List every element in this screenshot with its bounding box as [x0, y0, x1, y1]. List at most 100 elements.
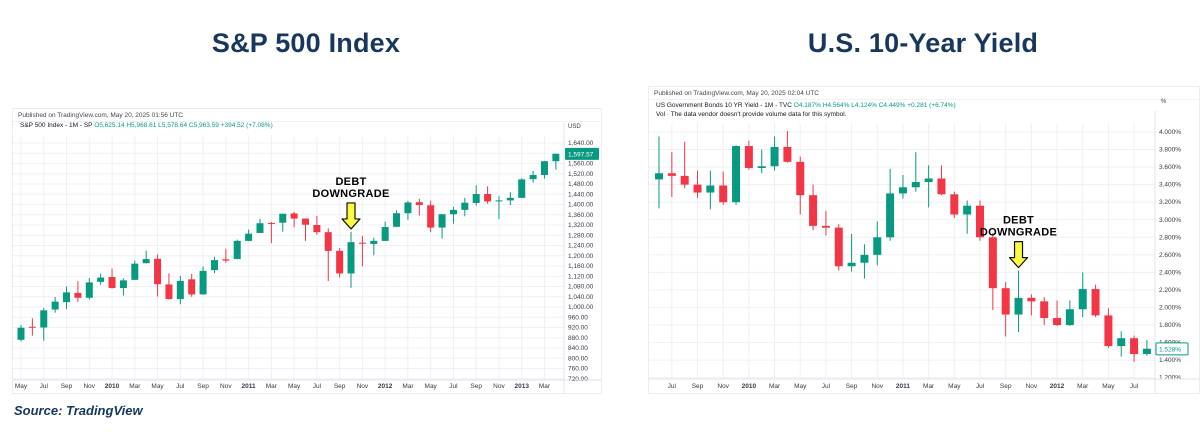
- svg-text:2.200%: 2.200%: [1159, 287, 1181, 294]
- svg-text:Nov: Nov: [493, 383, 505, 390]
- svg-text:Sep: Sep: [692, 383, 704, 390]
- svg-text:1,160.00: 1,160.00: [568, 263, 594, 270]
- symbol-ohlc-line: S&P 500 Index - 1M - SP O5,625.14 H5,968…: [20, 122, 273, 129]
- svg-text:2011: 2011: [896, 383, 910, 390]
- svg-text:4.000%: 4.000%: [1159, 129, 1181, 136]
- svg-text:Jul: Jul: [668, 383, 677, 390]
- svg-text:1,120.00: 1,120.00: [568, 273, 594, 280]
- svg-text:Nov: Nov: [871, 383, 883, 390]
- svg-text:Jul: Jul: [176, 383, 185, 390]
- svg-text:May: May: [1102, 383, 1115, 390]
- svg-text:1,597.57: 1,597.57: [568, 151, 594, 158]
- yield-title: U.S. 10-Year Yield: [807, 28, 1039, 58]
- svg-text:1,480.00: 1,480.00: [568, 181, 594, 188]
- svg-text:3.800%: 3.800%: [1159, 147, 1181, 154]
- svg-text:1,320.00: 1,320.00: [568, 222, 594, 229]
- svg-text:Jul: Jul: [313, 383, 322, 390]
- svg-text:1,240.00: 1,240.00: [568, 243, 594, 250]
- svg-text:1,040.00: 1,040.00: [568, 294, 594, 301]
- svg-text:May: May: [794, 383, 807, 390]
- svg-text:May: May: [288, 383, 301, 390]
- symbol-label: S&P 500 Index - 1M - SP: [20, 122, 93, 129]
- grid: May Jul Sep Nov 2010 Mar May Jul Sep Nov 2011 Mar Ma…: [13, 123, 601, 393]
- svg-text:Sep: Sep: [1000, 383, 1012, 390]
- svg-text:2012: 2012: [378, 383, 393, 390]
- svg-text:1.528%: 1.528%: [1159, 346, 1181, 353]
- candles: [655, 131, 1151, 362]
- source-note: Source: TradingView: [14, 403, 143, 418]
- sp500-title: S&P 500 Index: [211, 28, 401, 58]
- svg-text:3.400%: 3.400%: [1159, 182, 1181, 189]
- svg-text:May: May: [151, 383, 164, 390]
- svg-text:1,640.00: 1,640.00: [568, 140, 594, 147]
- svg-text:2.800%: 2.800%: [1159, 234, 1181, 241]
- svg-text:2010: 2010: [105, 383, 120, 390]
- svg-text:Sep: Sep: [61, 383, 73, 390]
- svg-text:760.00: 760.00: [568, 366, 588, 373]
- svg-text:1,400.00: 1,400.00: [568, 202, 594, 209]
- svg-text:Jul: Jul: [449, 383, 458, 390]
- ohlc-values: O5,625.14 H5,968.61 L5,578.64 C5,963.59 …: [94, 122, 273, 129]
- axis-unit-label: USD: [568, 124, 581, 130]
- candles: [17, 153, 560, 342]
- svg-text:800.00: 800.00: [568, 355, 588, 362]
- yield-candlestick-plot: Jul Sep Nov 2010 Mar May Jul Sep Nov 2011 Mar May Ju…: [649, 111, 1199, 393]
- svg-text:Mar: Mar: [539, 383, 551, 390]
- yield-chart-panel: Published on TradingView.com, May 20, 20…: [648, 86, 1200, 394]
- last-price-badge: 1.528%: [1155, 342, 1189, 356]
- svg-text:Sep: Sep: [470, 383, 482, 390]
- svg-text:2.400%: 2.400%: [1159, 269, 1181, 276]
- svg-text:2.000%: 2.000%: [1159, 305, 1181, 312]
- svg-text:1,560.00: 1,560.00: [568, 161, 594, 168]
- svg-text:Jul: Jul: [976, 383, 985, 390]
- svg-text:920.00: 920.00: [568, 325, 588, 332]
- svg-text:Mar: Mar: [769, 383, 781, 390]
- published-note: Published on TradingView.com, May 20, 20…: [649, 87, 1199, 100]
- svg-text:Sep: Sep: [846, 383, 858, 390]
- svg-text:1,440.00: 1,440.00: [568, 191, 594, 198]
- svg-text:3.200%: 3.200%: [1159, 199, 1181, 206]
- svg-text:840.00: 840.00: [568, 345, 588, 352]
- svg-text:Nov: Nov: [1026, 383, 1038, 390]
- svg-text:DEBT: DEBT: [335, 176, 366, 188]
- svg-text:Nov: Nov: [83, 383, 95, 390]
- svg-text:1.200%: 1.200%: [1159, 375, 1181, 382]
- svg-text:DEBT: DEBT: [1003, 215, 1034, 227]
- svg-text:May: May: [15, 383, 28, 390]
- volume-note: Vol · The data vendor doesn't provide vo…: [656, 111, 847, 118]
- svg-text:2.600%: 2.600%: [1159, 252, 1181, 259]
- svg-text:Nov: Nov: [717, 383, 729, 390]
- svg-text:3.000%: 3.000%: [1159, 217, 1181, 224]
- svg-text:2012: 2012: [1050, 383, 1065, 390]
- svg-text:960.00: 960.00: [568, 314, 588, 321]
- svg-text:Jul: Jul: [40, 383, 49, 390]
- svg-text:1,080.00: 1,080.00: [568, 284, 594, 291]
- svg-text:1,280.00: 1,280.00: [568, 232, 594, 239]
- published-note: Published on TradingView.com, May 20, 20…: [13, 109, 601, 122]
- svg-text:1.800%: 1.800%: [1159, 322, 1181, 329]
- down-arrow-icon: [1008, 241, 1029, 269]
- svg-text:DOWNGRADE: DOWNGRADE: [312, 188, 389, 200]
- svg-text:Nov: Nov: [220, 383, 232, 390]
- svg-text:1,520.00: 1,520.00: [568, 171, 594, 178]
- svg-text:3.600%: 3.600%: [1159, 164, 1181, 171]
- sp500-chart-panel: Published on TradingView.com, May 20, 20…: [12, 108, 602, 394]
- svg-text:Sep: Sep: [197, 383, 209, 390]
- svg-text:Mar: Mar: [129, 383, 141, 390]
- svg-text:DOWNGRADE: DOWNGRADE: [980, 227, 1057, 239]
- svg-text:1,000.00: 1,000.00: [568, 304, 594, 311]
- svg-text:Mar: Mar: [402, 383, 414, 390]
- ohlc-values: O4.187% H4.564% L4.124% C4.449% +0.281 (…: [793, 102, 956, 109]
- symbol-ohlc-line: US Government Bonds 10 YR Yield - 1M - T…: [656, 102, 956, 109]
- axis-unit-label: %: [1161, 99, 1167, 105]
- svg-text:Jul: Jul: [822, 383, 831, 390]
- svg-text:Nov: Nov: [357, 383, 369, 390]
- svg-text:Mar: Mar: [266, 383, 278, 390]
- svg-text:Mar: Mar: [923, 383, 935, 390]
- sp500-candlestick-plot: May Jul Sep Nov 2010 Mar May Jul Sep Nov 2011 Mar Ma…: [13, 123, 601, 393]
- svg-text:2010: 2010: [742, 383, 757, 390]
- svg-text:May: May: [425, 383, 438, 390]
